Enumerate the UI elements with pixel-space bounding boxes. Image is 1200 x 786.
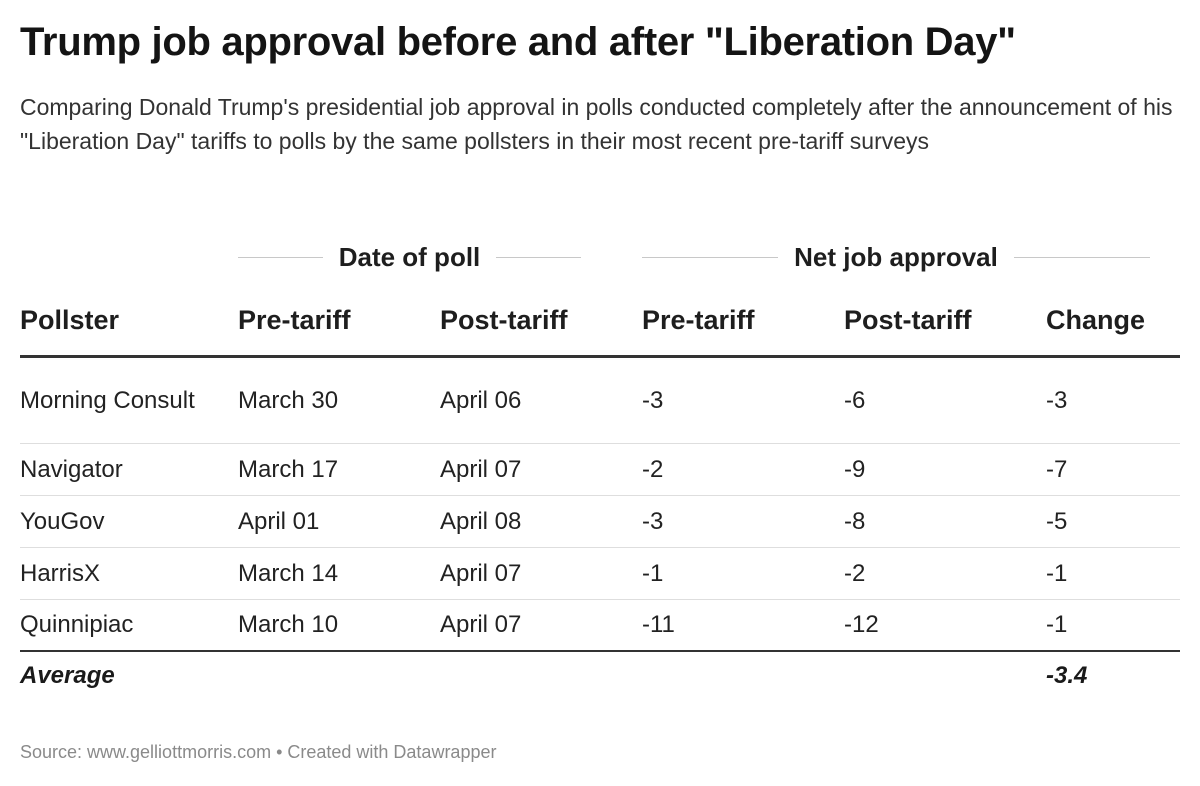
group-rule-right — [496, 256, 581, 258]
table-row: Morning Consult March 30 April 06 -3 -6 -3 — [20, 358, 1180, 444]
table-row: YouGov April 01 April 08 -3 -8 -5 — [20, 495, 1180, 548]
chart-title: Trump job approval before and after "Lib… — [20, 20, 1016, 64]
cell-change: -7 — [1046, 455, 1068, 483]
cell-date-post-tariff: April 07 — [440, 559, 522, 587]
column-header-date-post-tariff: Post-tariff — [440, 305, 568, 335]
cell-approval-post-tariff: -6 — [844, 387, 866, 414]
chart-subtitle: Comparing Donald Trump's presidential jo… — [20, 94, 1173, 154]
cell-date-pre-tariff: March 10 — [238, 611, 339, 638]
cell-approval-post-tariff: -12 — [844, 611, 879, 638]
cell-change: -3 — [1046, 387, 1068, 414]
cell-approval-pre-tariff: -3 — [642, 507, 664, 535]
cell-date-post-tariff: April 08 — [440, 507, 522, 535]
cell-approval-post-tariff: -8 — [844, 507, 866, 535]
group-header-approval: Net job approval — [642, 240, 1151, 274]
table-row: HarrisX March 14 April 07 -1 -2 -1 — [20, 547, 1180, 600]
table-row: Navigator March 17 April 07 -2 -9 -7 — [20, 443, 1180, 496]
average-value: -3.4 — [1046, 662, 1088, 689]
header-divider — [20, 355, 1180, 358]
group-label-date: Date of poll — [338, 241, 481, 272]
cell-date-pre-tariff: March 30 — [238, 387, 339, 414]
cell-approval-pre-tariff: -2 — [642, 455, 664, 483]
column-header-pollster: Pollster — [20, 305, 120, 335]
cell-date-post-tariff: April 07 — [440, 455, 522, 483]
column-header-approval-pre-tariff: Pre-tariff — [642, 305, 755, 335]
average-label: Average — [20, 662, 115, 689]
cell-change: -5 — [1046, 507, 1068, 535]
column-header-change: Change — [1046, 305, 1146, 335]
cell-date-post-tariff: April 06 — [440, 387, 522, 414]
cell-approval-post-tariff: -2 — [844, 559, 866, 587]
cell-pollster: Quinnipiac — [20, 611, 134, 638]
cell-approval-post-tariff: -9 — [844, 455, 866, 483]
column-header-approval-post-tariff: Post-tariff — [844, 305, 972, 335]
cell-pollster: HarrisX — [20, 559, 101, 587]
cell-approval-pre-tariff: -1 — [642, 559, 664, 587]
group-header-date: Date of poll — [238, 240, 581, 274]
cell-approval-pre-tariff: -11 — [642, 611, 675, 638]
cell-change: -1 — [1046, 559, 1068, 587]
cell-date-pre-tariff: March 17 — [238, 455, 339, 483]
group-rule-right — [1013, 256, 1151, 258]
group-label-approval: Net job approval — [794, 241, 998, 272]
column-header-date-pre-tariff: Pre-tariff — [238, 305, 351, 335]
group-rule-left — [238, 256, 323, 258]
cell-pollster: YouGov — [20, 507, 105, 535]
source-note: Source: www.gelliottmorris.com • Created… — [20, 742, 497, 762]
average-divider — [20, 650, 1180, 652]
table-row: Quinnipiac March 10 April 07 -11 -12 -1 — [20, 599, 1180, 650]
cell-date-pre-tariff: April 01 — [238, 507, 320, 535]
cell-pollster: Morning Consult — [20, 387, 195, 414]
cell-date-post-tariff: April 07 — [440, 611, 522, 638]
cell-date-pre-tariff: March 14 — [238, 559, 339, 587]
group-rule-left — [642, 256, 779, 258]
cell-change: -1 — [1046, 611, 1068, 638]
cell-pollster: Navigator — [20, 455, 123, 483]
cell-approval-pre-tariff: -3 — [642, 387, 664, 414]
